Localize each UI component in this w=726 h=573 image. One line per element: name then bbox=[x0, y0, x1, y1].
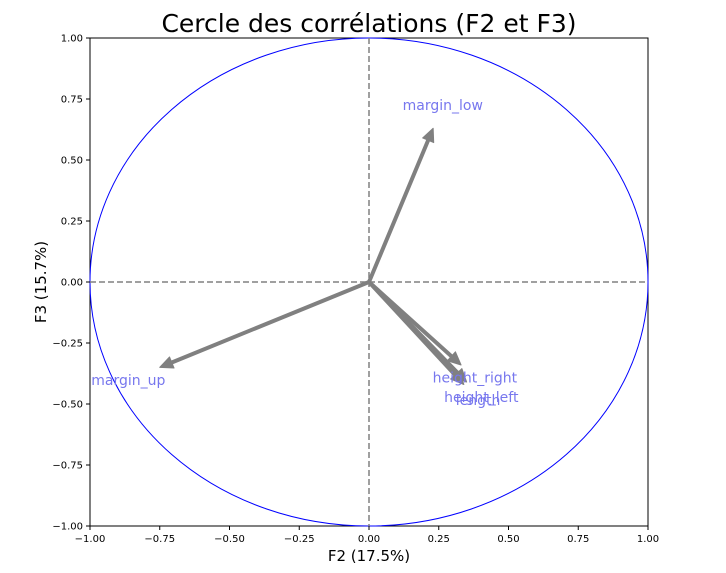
vector-arrow-length bbox=[367, 280, 458, 377]
x-tick-label: −0.75 bbox=[144, 534, 175, 545]
x-tick-label: −0.25 bbox=[284, 534, 315, 545]
y-tick-label: 1.00 bbox=[61, 34, 83, 45]
x-axis-label: F2 (17.5%) bbox=[328, 547, 410, 565]
y-tick-label: 0.00 bbox=[61, 278, 83, 289]
y-axis-label: F3 (15.7%) bbox=[32, 241, 50, 323]
x-tick-label: 0.25 bbox=[428, 534, 450, 545]
x-tick-label: 0.50 bbox=[497, 534, 519, 545]
x-tick-label: −0.50 bbox=[214, 534, 245, 545]
y-tick-label: 0.75 bbox=[61, 95, 83, 106]
x-tick-label: 1.00 bbox=[637, 534, 659, 545]
vector-label-height_right: height_right bbox=[433, 370, 518, 386]
y-tick-label: 0.50 bbox=[61, 156, 83, 167]
x-tick-label: 0.75 bbox=[567, 534, 589, 545]
chart-marks: margin_low margin_up height_right height_le… bbox=[91, 98, 519, 409]
vector-label-height_left: height_left bbox=[444, 390, 519, 406]
vector-label-margin_low: margin_low bbox=[403, 98, 483, 114]
y-tick-label: −0.75 bbox=[52, 461, 83, 472]
vector-arrowhead-margin_low bbox=[422, 127, 435, 144]
vector-arrow-margin_up bbox=[169, 280, 371, 365]
x-axis: −1.00 −0.75 −0.50 −0.25 0.00 0.25 0.50 0.75 1.00 bbox=[75, 526, 659, 545]
y-axis: −1.00 −0.75 −0.50 −0.25 0.00 0.25 0.50 0.75 1.00 bbox=[52, 34, 90, 533]
x-tick-label: −1.00 bbox=[75, 534, 106, 545]
vector-label-length: length bbox=[456, 393, 501, 409]
vector-arrowhead-height_right bbox=[446, 351, 462, 366]
vector-arrow-margin_low bbox=[367, 138, 431, 284]
chart-title: Cercle des corrélations (F2 et F3) bbox=[161, 9, 576, 38]
vector-arrowhead-margin_up bbox=[159, 356, 175, 369]
vector-label-margin_up: margin_up bbox=[91, 373, 165, 389]
y-tick-label: −0.50 bbox=[52, 400, 83, 411]
y-tick-label: −0.25 bbox=[52, 339, 83, 350]
vector-arrowhead-length bbox=[450, 370, 465, 385]
x-tick-label: 0.00 bbox=[358, 534, 380, 545]
y-tick-label: 0.25 bbox=[61, 217, 83, 228]
y-tick-label: −1.00 bbox=[52, 522, 83, 533]
